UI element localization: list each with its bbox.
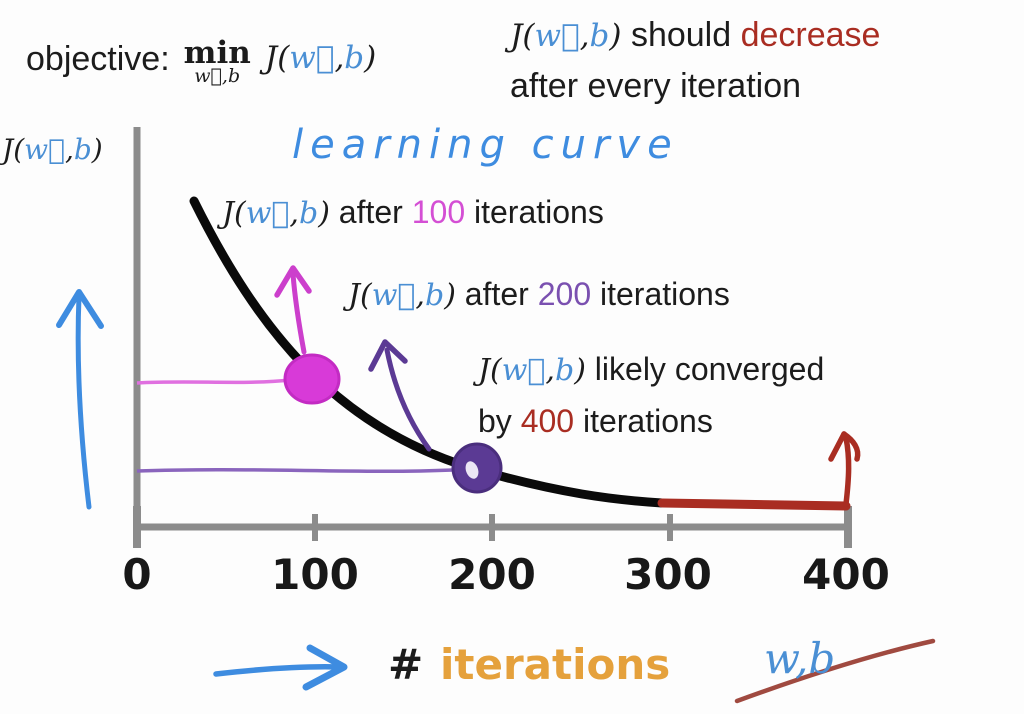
value-100: 100 — [411, 194, 466, 230]
marker-100-dot — [283, 353, 341, 405]
min-operator: min w⃗,b — [183, 35, 251, 87]
annotation-400-line2: by 400 iterations — [478, 403, 713, 439]
objective-expression: objective: min w⃗,b J(w⃗,b) — [26, 30, 376, 86]
jwb-expression: J(w⃗,b) — [264, 40, 377, 76]
level-line-200 — [136, 467, 454, 474]
objective-label: objective: — [26, 40, 170, 78]
converged-400-arrow-icon — [828, 431, 861, 507]
jwb-expression: J(w⃗,b) — [510, 18, 622, 54]
level-line-100 — [136, 378, 291, 385]
marker-100-arrow-icon — [274, 265, 312, 355]
jwb-expression: J(w⃗,b) — [222, 196, 330, 231]
y-axis-up-arrow-icon — [56, 289, 104, 510]
x-tick-label-0: 0 — [122, 550, 152, 599]
decrease-word: decrease — [740, 16, 881, 54]
wb-crossed-out: w,b — [764, 634, 836, 683]
value-200: 200 — [537, 276, 592, 312]
converged-segment — [657, 498, 851, 511]
jwb-expression: J(w⃗,b) — [348, 278, 456, 313]
wb-strikethrough-line — [734, 638, 936, 704]
marker-200-scribble-gap — [465, 461, 479, 479]
decrease-note-line1: J(w⃗,b) should decrease — [510, 16, 881, 54]
learning-curve-title: learning curve — [292, 122, 679, 168]
x-tick-label-100: 100 — [271, 550, 359, 599]
annotation-100-iterations: J(w⃗,b) after 100 iterations — [222, 194, 604, 231]
hash-symbol: # — [388, 640, 424, 689]
annotation-400-line1: J(w⃗,b) likely converged — [478, 351, 825, 388]
cost-curve — [189, 196, 667, 508]
y-axis-label: J(w⃗,b) — [2, 133, 103, 166]
iterations-label: iterations — [440, 640, 671, 689]
annotation-400-converged: J(w⃗,b) likely converged by 400 iteratio… — [478, 344, 824, 447]
decrease-note-line2: after every iteration — [510, 67, 802, 105]
x-tick-label-300: 300 — [624, 550, 712, 599]
x-tick-label-200: 200 — [448, 550, 536, 599]
x-tick-label-400: 400 — [802, 550, 890, 599]
annotation-200-iterations: J(w⃗,b) after 200 iterations — [348, 276, 730, 313]
x-axis-right-arrow-icon — [213, 644, 348, 691]
marker-200-arrow-icon — [368, 339, 432, 452]
value-400: 400 — [520, 403, 575, 439]
decrease-note: J(w⃗,b) should decrease after every iter… — [510, 10, 1020, 111]
jwb-expression: J(w⃗,b) — [478, 353, 586, 388]
